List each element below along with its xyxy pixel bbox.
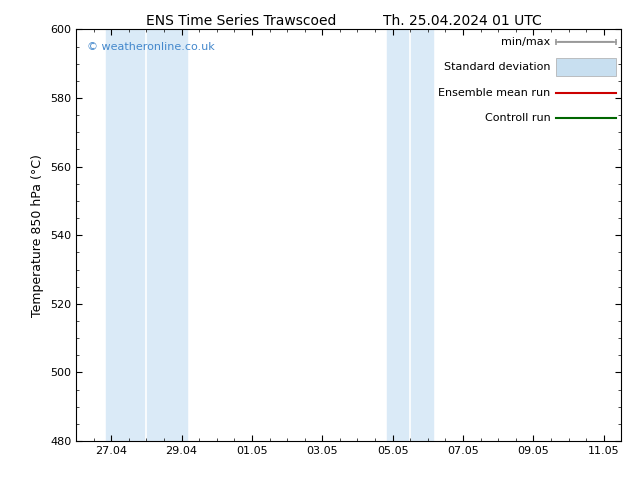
Bar (106, 29, 187, 441)
Y-axis label: Temperature 850 hPa (°C): Temperature 850 hPa (°C) (32, 154, 44, 317)
Text: min/max: min/max (501, 37, 550, 47)
Text: Standard deviation: Standard deviation (444, 62, 550, 72)
FancyBboxPatch shape (556, 58, 616, 76)
Text: Ensemble mean run: Ensemble mean run (438, 88, 550, 98)
Text: Controll run: Controll run (484, 113, 550, 123)
Text: © weatheronline.co.uk: © weatheronline.co.uk (87, 42, 215, 52)
Text: Th. 25.04.2024 01 UTC: Th. 25.04.2024 01 UTC (384, 14, 542, 28)
Bar (387, 29, 433, 441)
Text: ENS Time Series Trawscoed: ENS Time Series Trawscoed (146, 14, 336, 28)
